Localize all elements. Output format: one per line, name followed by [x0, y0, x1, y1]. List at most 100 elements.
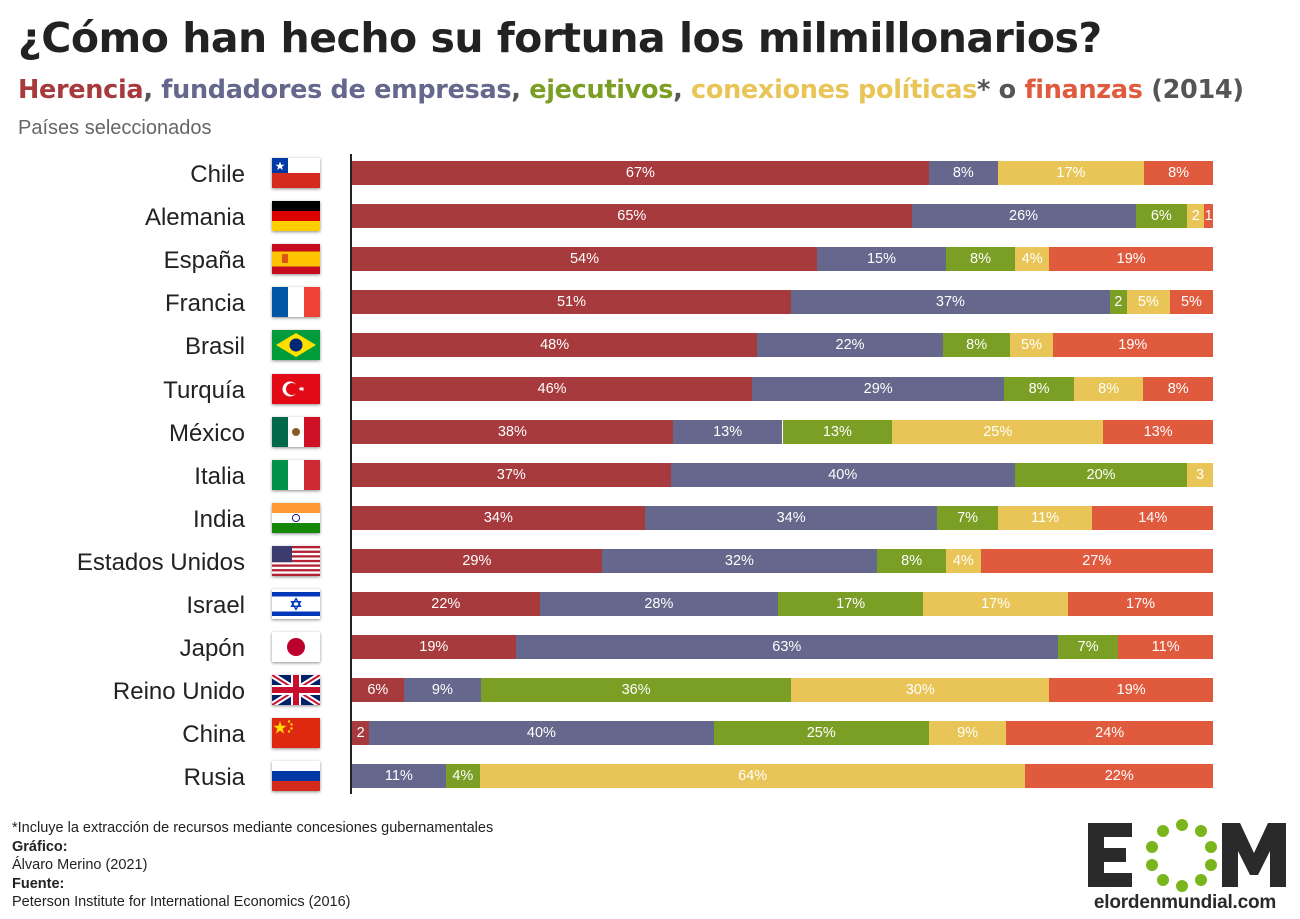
bar-segment-fundadores: 34% [644, 505, 938, 530]
flag-germany-icon [272, 201, 320, 232]
bar-segment-ejecutivos: 8% [942, 333, 1011, 358]
bar-segment-fundadores: 13% [672, 419, 783, 444]
bar-segment-politicas: 17% [997, 161, 1145, 185]
bar-segment-politicas: 5% [1010, 333, 1053, 358]
axis-line [350, 154, 352, 794]
country-label: Turquía [163, 376, 245, 404]
bar-segment-politicas: 3 [1187, 462, 1213, 487]
source: Peterson Institute for International Eco… [12, 894, 351, 910]
bar-segment-herencia: 29% [352, 548, 602, 573]
bar-segment-ejecutivos: 2 [1109, 290, 1127, 315]
subtitle-sep: , [143, 75, 162, 105]
flag-turkey-icon [272, 373, 320, 404]
logo-website: elordenmundial.com [1093, 892, 1277, 913]
bar-segment-politicas: 17% [923, 592, 1069, 616]
flag-india-icon [272, 502, 320, 533]
bar-segment-politicas: 64% [479, 764, 1026, 789]
bar-segment-herencia: 34% [352, 505, 645, 530]
bar-segment-fundadores: 26% [911, 204, 1136, 229]
country-label: Rusia [183, 764, 245, 792]
bar-segment-politicas: 5% [1126, 290, 1170, 315]
bar-segment-finanzas: 19% [1049, 678, 1213, 703]
bar-segment-politicas: 30% [791, 678, 1050, 703]
bar-segment-herencia: 19% [352, 635, 516, 660]
bar-segment-ejecutivos: 20% [1014, 462, 1188, 487]
bar-segment-ejecutivos: 17% [778, 592, 924, 616]
bar-segment-politicas: 8% [1073, 376, 1144, 401]
country-label: México [168, 419, 245, 447]
bar-segment-finanzas: 22% [1025, 764, 1213, 789]
bar-segment-herencia: 51% [352, 290, 792, 315]
bar-segment-herencia: 46% [352, 376, 753, 401]
bar-segment-ejecutivos: 6% [1135, 204, 1188, 229]
bar-segment-politicas: 25% [892, 419, 1104, 444]
flag-russia-icon [272, 761, 320, 792]
bar-segment-fundadores: 40% [670, 462, 1015, 487]
bar-segment-finanzas: 5% [1169, 290, 1213, 315]
flag-uk-icon [272, 675, 320, 706]
chart-title: ¿Cómo han hecho su fortuna los milmillon… [18, 14, 1102, 62]
bar-segment-ejecutivos: 13% [782, 419, 893, 444]
flag-france-icon [272, 287, 320, 318]
flag-israel-icon [272, 589, 320, 619]
bar-segment-ejecutivos: 8% [877, 548, 947, 573]
country-label: Chile [190, 161, 245, 188]
bar-segment-fundadores: 22% [757, 333, 943, 358]
subtitle-sep: , [673, 75, 692, 105]
country-label: Italia [194, 462, 245, 490]
bar-segment-herencia: 6% [352, 678, 404, 703]
bar-segment-finanzas: 8% [1143, 376, 1213, 401]
bar-segment-fundadores: 37% [791, 290, 1110, 315]
bar-segment-fundadores: 40% [369, 721, 714, 746]
flag-chile-icon [272, 158, 320, 188]
bar-segment-finanzas: 19% [1049, 247, 1213, 272]
country-label: India [192, 505, 245, 533]
bar-segment-finanzas: 19% [1052, 333, 1213, 358]
subtitle-year: (2014) [1142, 75, 1244, 105]
eom-logo [1088, 819, 1286, 892]
bar-segment-fundadores: 32% [601, 548, 878, 573]
bar-segment-fundadores: 15% [816, 247, 947, 272]
bar-segment-herencia: 38% [352, 419, 673, 444]
credit-label: Gráfico: [12, 839, 68, 855]
country-label: Israel [186, 592, 245, 619]
bar-segment-finanzas: 17% [1068, 592, 1213, 616]
bar-segment-politicas: 9% [928, 721, 1007, 746]
bar-segment-fundadores: 29% [752, 376, 1005, 401]
bar-segment-herencia: 37% [352, 462, 671, 487]
flag-japan-icon [272, 632, 320, 663]
country-label: Estados Unidos [76, 548, 245, 576]
bar-segment-herencia: 65% [352, 204, 912, 229]
bar-segment-fundadores: 11% [352, 764, 446, 789]
bar-segment-finanzas: 11% [1118, 635, 1213, 660]
bar-segment-ejecutivos: 8% [1004, 376, 1074, 401]
flag-china-icon [272, 718, 320, 749]
bar-segment-ejecutivos: 8% [946, 247, 1015, 272]
chart-subtitle: Herencia, fundadores de empresas, ejecut… [18, 75, 1244, 105]
country-label: China [182, 721, 245, 749]
country-label: España [163, 247, 245, 275]
subtitle-finanzas: finanzas [1024, 75, 1143, 105]
subtitle-politicas: conexiones políticas [691, 75, 978, 105]
bar-segment-herencia: 54% [352, 247, 817, 272]
bar-segment-fundadores: 63% [515, 635, 1058, 660]
bar-segment-fundadores: 28% [539, 592, 779, 616]
country-label: Francia [164, 290, 245, 318]
credit: Álvaro Merino (2021) [12, 857, 148, 873]
flag-usa-icon [272, 545, 320, 576]
bar-segment-ejecutivos: 7% [937, 505, 998, 530]
bar-segment-politicas: 4% [1014, 247, 1050, 272]
bar-segment-finanzas: 8% [1144, 161, 1213, 185]
subtitle-sep: * o [977, 75, 1025, 105]
flag-brazil-icon [272, 330, 320, 361]
subtitle-fundadores: fundadores de empresas [161, 75, 512, 105]
bar-segment-herencia: 48% [352, 333, 758, 358]
country-label: Alemania [144, 204, 245, 232]
bar-segment-politicas: 4% [946, 548, 981, 573]
flag-spain-icon [272, 244, 320, 275]
country-label: Brasil [184, 333, 245, 361]
source-label: Fuente: [12, 876, 65, 892]
bar-segment-fundadores: 9% [403, 678, 482, 703]
country-label: Japón [179, 635, 245, 663]
subtitle-herencia: Herencia [18, 75, 144, 105]
